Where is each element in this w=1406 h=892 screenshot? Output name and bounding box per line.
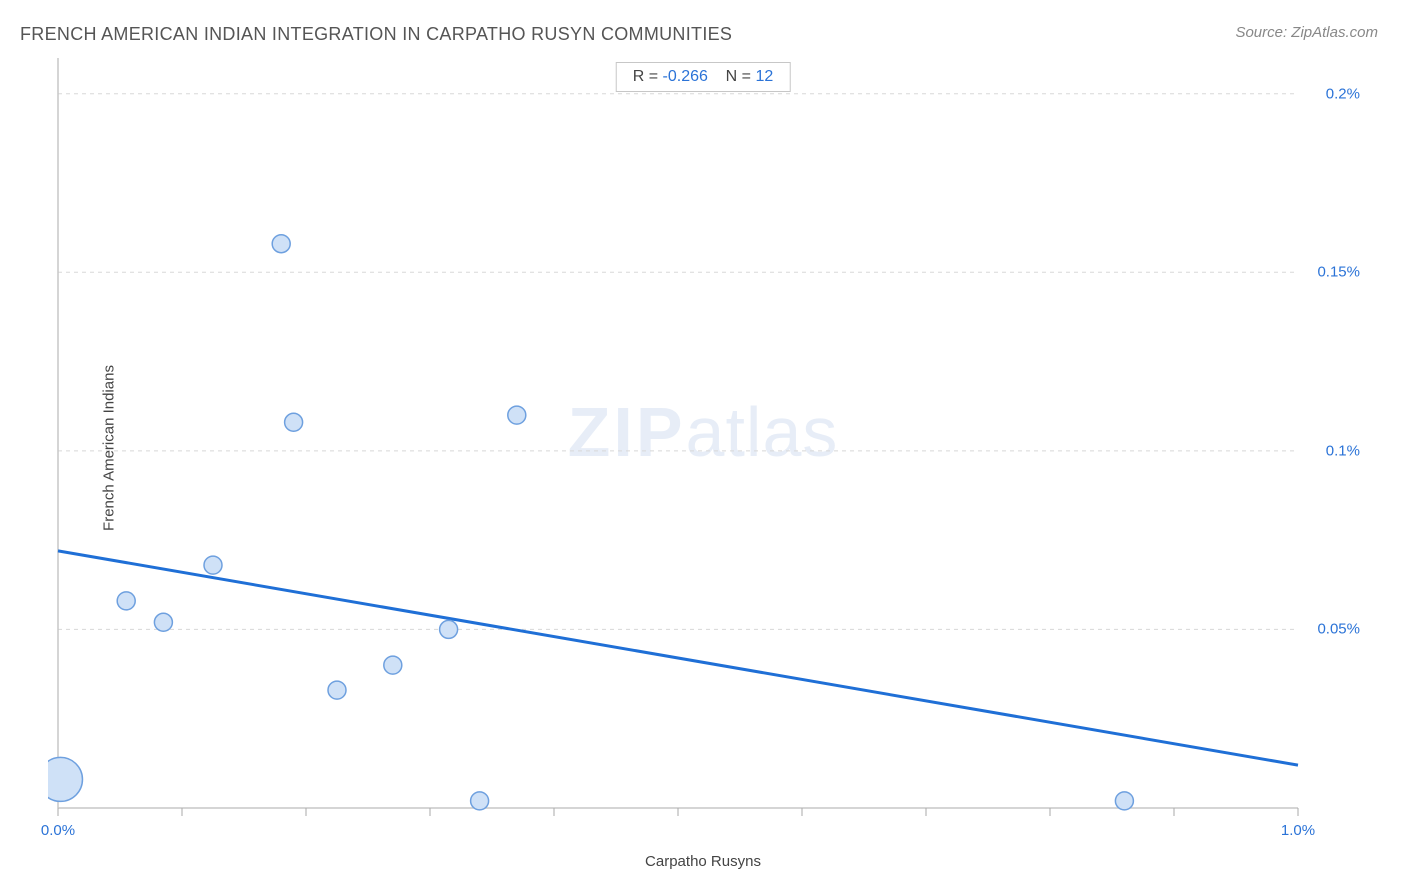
x-tick-label: 0.0% (41, 822, 75, 839)
header: FRENCH AMERICAN INDIAN INTEGRATION IN CA… (0, 0, 1406, 57)
stat-box: R = -0.266 N = 12 (616, 62, 791, 92)
y-tick-label: 0.15% (1317, 264, 1360, 281)
r-value: -0.266 (663, 68, 708, 85)
source-label: Source: ZipAtlas.com (1235, 24, 1378, 41)
y-axis-label: French American Indians (100, 365, 117, 531)
n-label: N = (726, 68, 751, 85)
page-title: FRENCH AMERICAN INDIAN INTEGRATION IN CA… (20, 24, 732, 45)
r-label: R = (633, 68, 658, 85)
y-tick-label: 0.05% (1317, 621, 1360, 638)
n-value: 12 (755, 68, 773, 85)
y-tick-label: 0.1% (1326, 442, 1360, 459)
scatter-chart: R = -0.266 N = 12 ZIPatlas French Americ… (48, 58, 1358, 838)
x-axis-label: Carpatho Rusyns (645, 853, 761, 870)
plot-svg (48, 58, 1358, 838)
x-tick-label: 1.0% (1281, 822, 1315, 839)
y-tick-label: 0.2% (1326, 85, 1360, 102)
